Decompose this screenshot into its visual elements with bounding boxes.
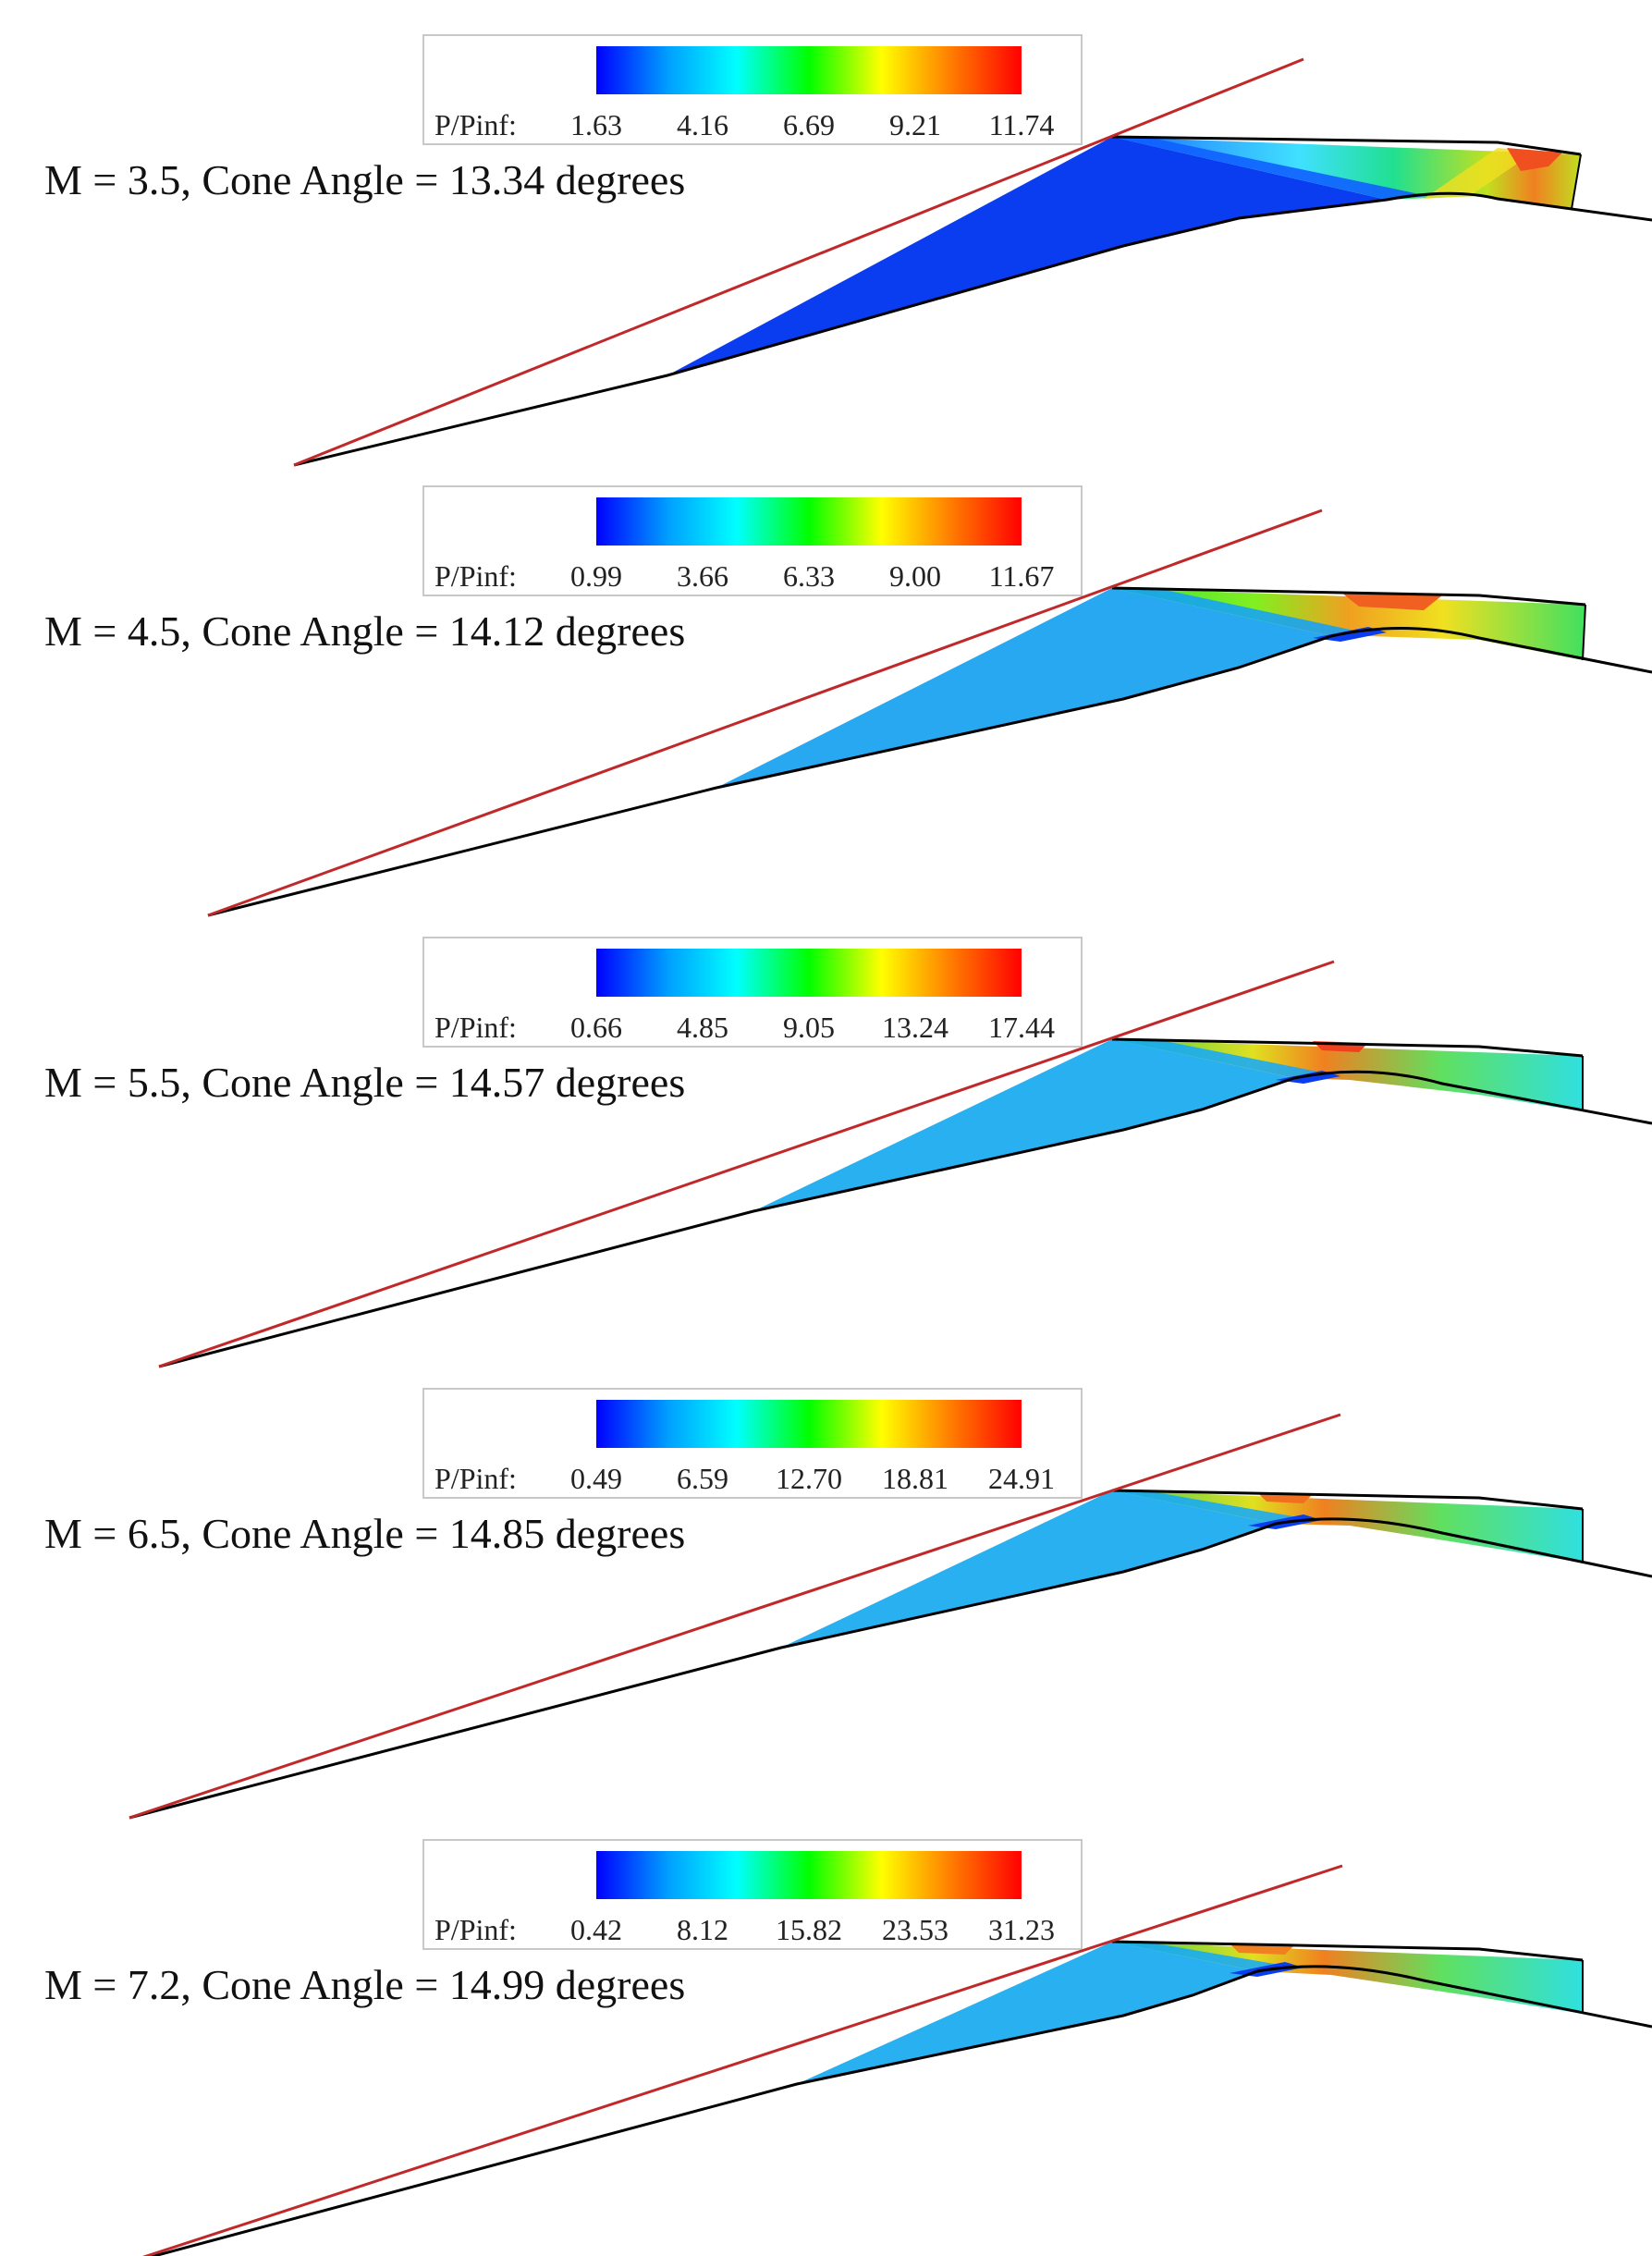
shock-line xyxy=(293,57,1304,467)
colorbar-tick: 23.53 xyxy=(882,1913,948,1946)
colorbar-tick: 8.12 xyxy=(677,1913,728,1946)
reflection-band xyxy=(1424,148,1535,199)
case-label: M = 5.5, Cone Angle = 14.57 degrees xyxy=(44,1059,685,1106)
colorbar-tick: 31.23 xyxy=(988,1913,1055,1946)
panel-3: P/Pinf: 0.66 4.85 9.05 13.24 17.44 M = 5… xyxy=(44,937,1652,1368)
hot-spot xyxy=(1340,592,1442,610)
case-label: M = 6.5, Cone Angle = 14.85 degrees xyxy=(44,1510,685,1557)
colorbar-tick: 6.69 xyxy=(783,108,835,141)
cowl-line xyxy=(1111,1940,1584,1962)
conical-flow-region xyxy=(716,588,1331,788)
panel-1: P/Pinf: 1.63 4.16 6.69 9.21 11.74 M = 3.… xyxy=(44,34,1652,467)
wall-line xyxy=(293,191,1652,467)
panel-2: P/Pinf: 0.99 3.66 6.33 9.00 11.67 M = 4.… xyxy=(44,485,1652,917)
colorbar-tick: 6.59 xyxy=(677,1462,728,1495)
panel-4: P/Pinf: 0.49 6.59 12.70 18.81 24.91 M = … xyxy=(44,1388,1652,1820)
colorbar-tick: 13.24 xyxy=(882,1011,948,1044)
colorbar-title: P/Pinf: xyxy=(434,1462,517,1495)
colorbar-tick: 24.91 xyxy=(988,1462,1055,1495)
colorbar-title: P/Pinf: xyxy=(434,1913,517,1946)
colorbar-tick: 4.85 xyxy=(677,1011,728,1044)
conical-flow-region xyxy=(781,1490,1276,1648)
colorbar-tick: 12.70 xyxy=(776,1462,842,1495)
colorbar-2: P/Pinf: 0.99 3.66 6.33 9.00 11.67 xyxy=(422,485,1083,596)
conical-flow-region xyxy=(753,1039,1294,1211)
cowl-line xyxy=(1111,1489,1584,1511)
duct-shock-lower xyxy=(1112,137,1428,200)
colorbar-tick: 9.00 xyxy=(889,559,941,593)
colorbar-tick: 1.63 xyxy=(570,108,622,141)
cowl-line xyxy=(1111,1037,1584,1058)
colorbar-1: P/Pinf: 1.63 4.16 6.69 9.21 11.74 xyxy=(422,34,1083,145)
case-label: M = 7.2, Cone Angle = 14.99 degrees xyxy=(44,1961,685,2008)
wall-line xyxy=(207,626,1652,917)
panel-5: P/Pinf: 0.42 8.12 15.82 23.53 31.23 M = … xyxy=(44,1839,1652,2256)
expansion-band xyxy=(1112,1942,1285,1971)
colorbar-gradient xyxy=(596,1851,1022,1899)
colorbar-tick: 9.21 xyxy=(889,108,941,141)
colorbar-tick: 15.82 xyxy=(776,1913,842,1946)
colorbar-5: P/Pinf: 0.42 8.12 15.82 23.53 31.23 xyxy=(422,1839,1083,1950)
conical-flow-region xyxy=(797,1942,1257,2084)
colorbar-tick: 0.42 xyxy=(570,1913,622,1946)
colorbar-gradient xyxy=(596,497,1022,546)
colorbar-tick: 18.81 xyxy=(882,1462,948,1495)
colorbar-gradient xyxy=(596,46,1022,94)
colorbar-title: P/Pinf: xyxy=(434,1011,517,1044)
colorbar-tick: 11.74 xyxy=(989,108,1055,141)
expansion-band xyxy=(1112,588,1359,636)
colorbar-tick: 4.16 xyxy=(677,108,728,141)
colorbar-tick: 0.99 xyxy=(570,559,622,593)
colorbar-4: P/Pinf: 0.49 6.59 12.70 18.81 24.91 xyxy=(422,1388,1083,1499)
colorbar-tick: 3.66 xyxy=(677,559,728,593)
wall-line xyxy=(128,1517,1652,1820)
colorbar-title: P/Pinf: xyxy=(434,559,517,593)
colorbar-tick: 0.49 xyxy=(570,1462,622,1495)
colorbar-tick: 9.05 xyxy=(783,1011,835,1044)
colorbar-tick: 17.44 xyxy=(988,1011,1055,1044)
colorbar-gradient xyxy=(596,949,1022,997)
duct-exit xyxy=(1582,604,1586,661)
colorbar-tick: 11.67 xyxy=(989,559,1055,593)
conical-flow-region xyxy=(667,137,1387,375)
colorbar-gradient xyxy=(596,1400,1022,1448)
wall-line xyxy=(149,1965,1652,2256)
wall-line xyxy=(158,1070,1652,1368)
hot-spot xyxy=(1507,148,1562,171)
expansion-band xyxy=(1112,1039,1322,1078)
case-label: M = 4.5, Cone Angle = 14.12 degrees xyxy=(44,607,685,655)
shock-line xyxy=(141,1864,1343,2256)
shock-line xyxy=(207,509,1323,917)
colorbar-tick: 6.33 xyxy=(783,559,835,593)
case-label: M = 3.5, Cone Angle = 13.34 degrees xyxy=(44,156,685,203)
colorbar-3: P/Pinf: 0.66 4.85 9.05 13.24 17.44 xyxy=(422,937,1083,1048)
shock-line xyxy=(158,960,1335,1368)
colorbar-tick: 0.66 xyxy=(570,1011,622,1044)
shock-line xyxy=(128,1413,1341,1820)
cowl-line xyxy=(1111,135,1582,156)
cowl-line xyxy=(1111,586,1586,607)
colorbar-title: P/Pinf: xyxy=(434,108,517,141)
expansion-band xyxy=(1112,1490,1303,1524)
duct-exit xyxy=(1571,153,1582,210)
